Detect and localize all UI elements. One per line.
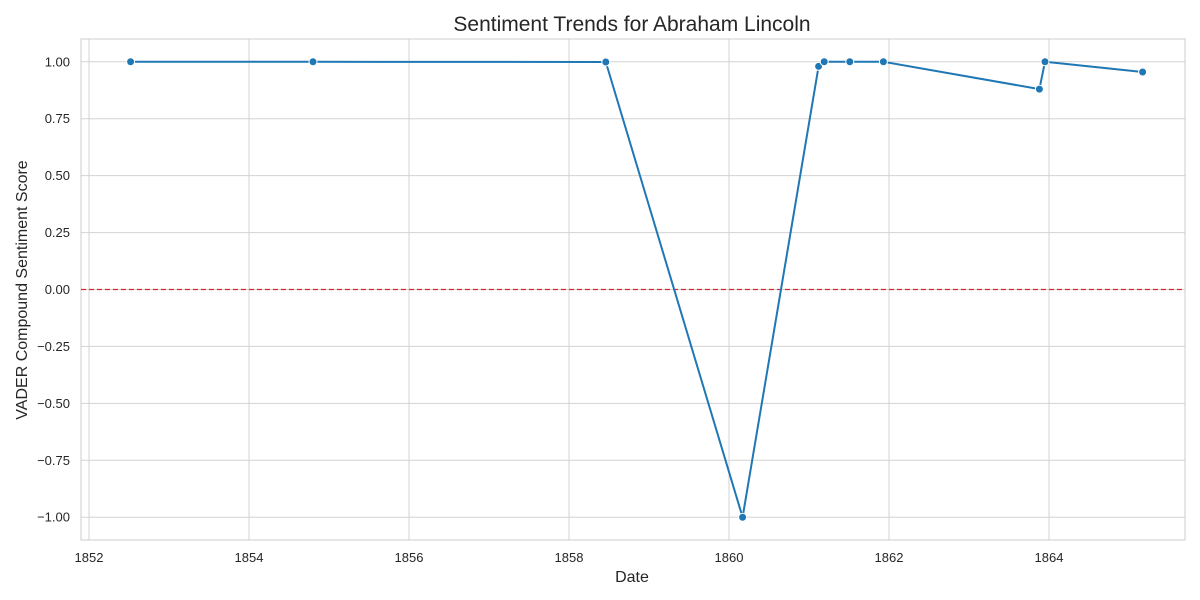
data-point xyxy=(126,57,136,67)
x-tick-label: 1856 xyxy=(395,550,424,565)
x-tick-label: 1854 xyxy=(235,550,264,565)
data-point xyxy=(1138,67,1148,77)
data-point xyxy=(601,57,611,67)
y-tick-label: −0.50 xyxy=(37,396,70,411)
y-tick-label: −0.75 xyxy=(37,453,70,468)
y-tick-label: 1.00 xyxy=(45,54,70,69)
data-point xyxy=(1034,84,1044,94)
x-tick-label: 1860 xyxy=(715,550,744,565)
chart-title: Sentiment Trends for Abraham Lincoln xyxy=(453,13,810,36)
y-tick-label: 0.50 xyxy=(45,168,70,183)
y-tick-label: 0.25 xyxy=(45,225,70,240)
x-tick-labels: 1852 1854 1856 1858 1860 1862 1864 xyxy=(75,550,1064,565)
x-axis-label: Date xyxy=(615,569,649,586)
data-point xyxy=(878,57,888,67)
series xyxy=(126,57,1148,522)
data-point xyxy=(308,57,318,67)
y-tick-label: 0.00 xyxy=(45,282,70,297)
y-tick-label: −0.25 xyxy=(37,339,70,354)
x-tick-label: 1862 xyxy=(875,550,904,565)
data-point xyxy=(738,512,748,522)
y-tick-label: −1.00 xyxy=(37,510,70,525)
x-tick-label: 1858 xyxy=(555,550,584,565)
y-axis-label: VADER Compound Sentiment Score xyxy=(14,160,31,419)
x-tick-label: 1864 xyxy=(1035,550,1064,565)
x-tick-label: 1852 xyxy=(75,550,104,565)
data-point xyxy=(819,57,829,67)
data-point xyxy=(845,57,855,67)
data-point xyxy=(1040,57,1050,67)
y-tick-labels: 1.00 0.75 0.50 0.25 0.00 −0.25 −0.50 −0.75 −1.00 xyxy=(37,54,70,524)
y-tick-label: 0.75 xyxy=(45,111,70,126)
